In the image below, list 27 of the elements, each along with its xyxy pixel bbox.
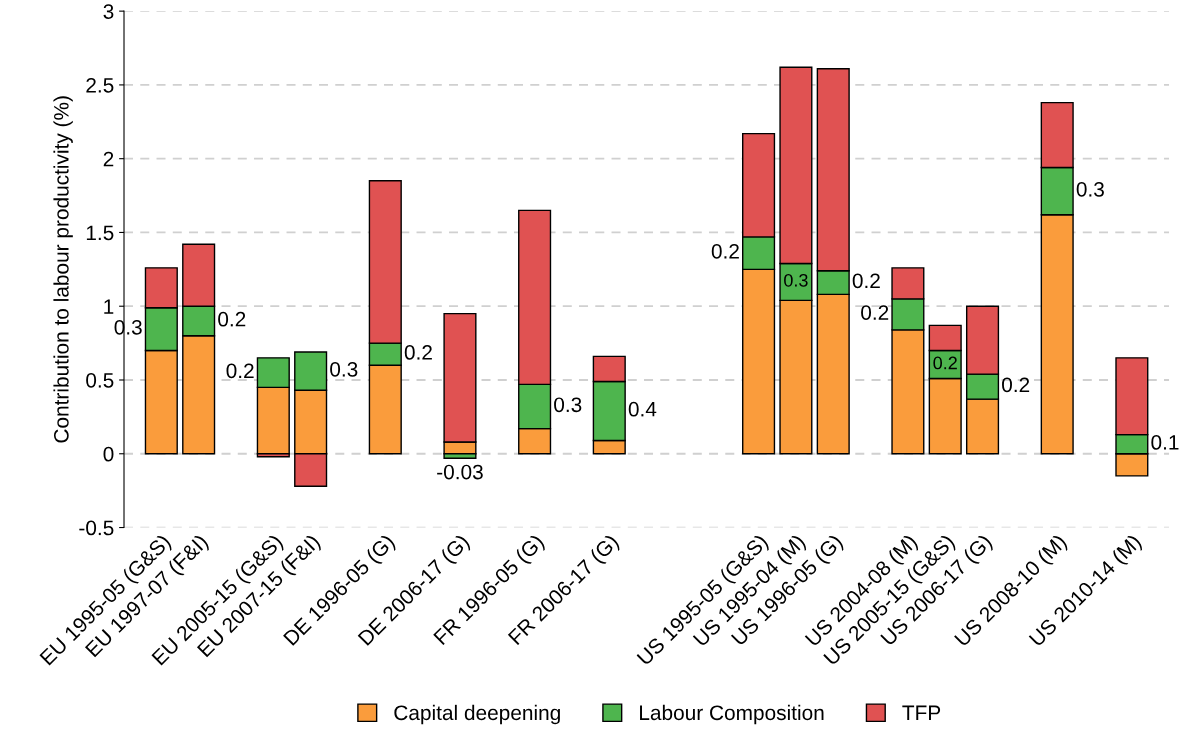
legend-label: TFP	[902, 705, 941, 720]
y-tick-label: 2.5	[86, 77, 114, 93]
data-label: 0.2	[861, 305, 889, 320]
data-label: 0.4	[628, 401, 657, 417]
data-label: 0.2	[404, 345, 432, 360]
y-tick-label: 3	[103, 4, 114, 19]
data-label: 0.2	[933, 356, 957, 370]
data-label: 0.2	[226, 363, 254, 379]
data-label: 0.2	[1002, 377, 1030, 393]
legend-label: Labour Composition	[640, 704, 824, 725]
data-label: 0.2	[218, 311, 246, 327]
y-tick-label: 0.5	[86, 372, 114, 388]
y-tick-label: 0	[103, 446, 114, 462]
data-label: 0.3	[1076, 181, 1104, 197]
y-axis-title: Contribution to labour productivity (%)	[53, 96, 73, 443]
data-label: 0.3	[784, 273, 808, 287]
data-label: 0.2	[852, 273, 880, 289]
data-label: 0.1	[1151, 435, 1179, 450]
data-label: -0.03	[437, 464, 483, 480]
legend-label: Capital deepening	[394, 704, 560, 725]
y-tick-label: 1	[104, 299, 114, 314]
data-label: 0.2	[711, 243, 739, 259]
data-label: 0.3	[554, 397, 582, 413]
y-tick-label: -0.5	[79, 520, 114, 536]
data-label: 0.3	[330, 361, 358, 377]
y-tick-label: 1.5	[86, 225, 114, 241]
y-tick-label: 2	[103, 151, 114, 167]
